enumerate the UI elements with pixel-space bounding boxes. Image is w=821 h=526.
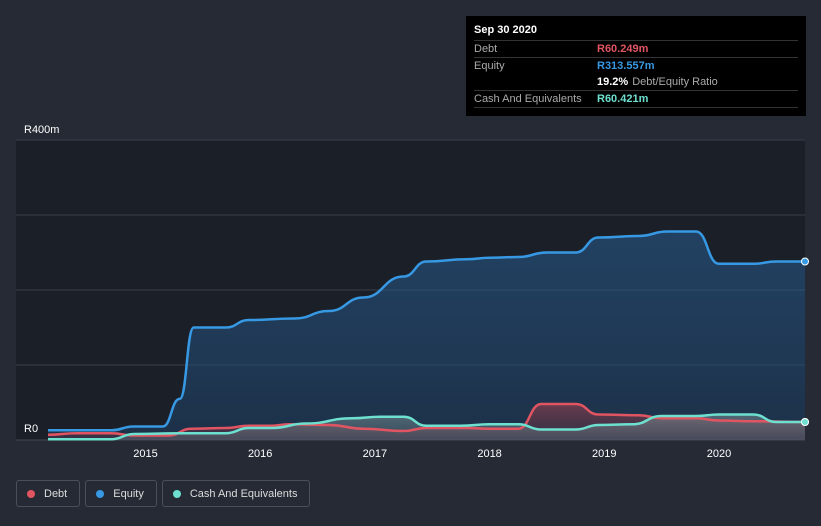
- x-tick-label: 2017: [363, 448, 387, 460]
- x-axis-labels: 2015 2016 2017 2018 2019 2020: [133, 448, 731, 460]
- equity-endpoint: [801, 257, 809, 266]
- x-tick-label: 2016: [248, 448, 272, 460]
- tooltip-debt-value: R60.249m: [597, 43, 649, 55]
- x-tick-label: 2019: [592, 448, 616, 460]
- chart-legend: Debt Equity Cash And Equivalents: [16, 480, 311, 507]
- debt-dot-icon: [27, 489, 35, 498]
- x-tick-label: 2020: [707, 448, 731, 460]
- cash-endpoint: [801, 418, 809, 426]
- cash-line: [48, 413, 805, 441]
- equity-dot-icon: [96, 489, 105, 498]
- tooltip-cash-label: Cash And Equivalents: [474, 93, 582, 105]
- tooltip-cash-row: Cash And Equivalents R60.421m: [474, 90, 798, 108]
- debt-line: [47, 402, 806, 437]
- legend-label-debt: Debt: [44, 487, 68, 500]
- legend-label-equity: Equity: [113, 487, 144, 500]
- tooltip-ratio-row: 19.2% Debt/Equity Ratio: [474, 74, 798, 90]
- x-tick-label: 2015: [133, 448, 157, 460]
- tooltip-debt-row: Debt R60.249m: [474, 40, 798, 57]
- tooltip-ratio-label: Debt/Equity Ratio: [632, 76, 718, 88]
- legend-item-debt[interactable]: Debt: [16, 480, 81, 507]
- tooltip-ratio-value: 19.2%: [597, 76, 629, 88]
- legend-label-cash: Cash And Equivalents: [189, 487, 298, 500]
- y-tick-label-max: R400m: [24, 124, 59, 136]
- series-lines: [47, 230, 806, 441]
- tooltip-equity-label: Equity: [474, 60, 505, 72]
- cash-dot-icon: [172, 489, 181, 498]
- tooltip-panel: Sep 30 2020 Debt R60.249m Equity R313.55…: [466, 16, 806, 116]
- series-endpoints: [801, 257, 809, 426]
- equity-area: [48, 231, 805, 440]
- tooltip-equity-row: Equity R313.557m: [474, 57, 798, 74]
- tooltip-date: Sep 30 2020: [474, 24, 537, 36]
- tooltip-cash-value: R60.421m: [597, 93, 649, 105]
- y-tick-label-min: R0: [24, 423, 38, 435]
- x-tick-label: 2018: [477, 448, 501, 460]
- equity-line: [48, 230, 805, 432]
- tooltip-equity-value: R313.557m: [597, 60, 655, 72]
- legend-item-equity[interactable]: Equity: [85, 480, 157, 507]
- legend-item-cash[interactable]: Cash And Equivalents: [161, 480, 311, 507]
- tooltip-debt-label: Debt: [474, 43, 498, 55]
- y-axis-labels: R400m R0: [24, 124, 59, 435]
